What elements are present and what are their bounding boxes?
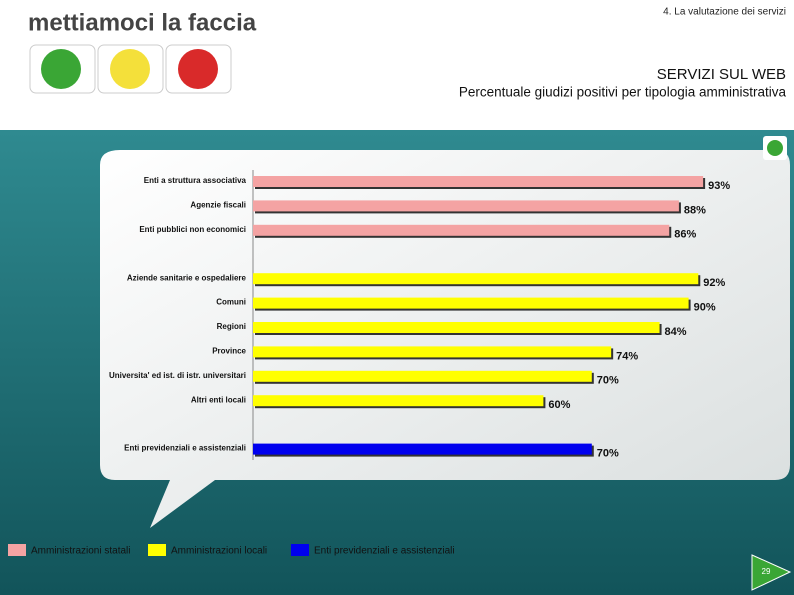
bar bbox=[253, 322, 660, 333]
category-label: Enti pubblici non economici bbox=[139, 225, 246, 234]
bar bbox=[253, 224, 670, 236]
category-label: Aziende sanitarie e ospedaliere bbox=[127, 273, 247, 282]
legend-label: Enti previdenziali e assistenziali bbox=[314, 546, 455, 557]
value-label: 92% bbox=[703, 277, 725, 289]
bar bbox=[253, 200, 679, 212]
legend-swatch bbox=[8, 544, 26, 556]
category-label: Universita' ed ist. di istr. universitar… bbox=[109, 371, 246, 380]
speech-bubble bbox=[100, 150, 790, 528]
value-label: 70% bbox=[597, 448, 619, 460]
page-badge: 29 bbox=[751, 554, 792, 591]
bar bbox=[253, 273, 699, 285]
legend-swatch bbox=[148, 544, 166, 556]
legend-label: Amministrazioni statali bbox=[31, 546, 130, 557]
value-label: 70% bbox=[597, 375, 619, 387]
page-number: 29 bbox=[762, 567, 771, 576]
bar bbox=[253, 370, 592, 382]
category-label: Comuni bbox=[216, 298, 246, 307]
corner-icon bbox=[763, 136, 787, 160]
bar bbox=[253, 395, 544, 407]
bar bbox=[253, 443, 592, 455]
legend-swatch bbox=[291, 544, 309, 556]
period: PERIODO DI RIFERIMENTO: 23 MARZO 2009 – … bbox=[471, 116, 786, 125]
bar bbox=[253, 346, 612, 358]
category-label: Enti previdenziali e assistenziali bbox=[124, 444, 246, 453]
category-label: Regioni bbox=[217, 322, 246, 331]
chart-title: SERVIZI SUL WEB bbox=[657, 66, 786, 83]
face-icons bbox=[29, 44, 232, 94]
value-label: 88% bbox=[684, 204, 706, 216]
legend-label: Amministrazioni locali bbox=[171, 546, 267, 557]
value-label: 60% bbox=[548, 399, 570, 411]
bar bbox=[253, 176, 704, 187]
value-label: 84% bbox=[665, 326, 687, 338]
category-label: Enti a struttura associativa bbox=[144, 176, 247, 185]
value-label: 93% bbox=[708, 180, 730, 192]
value-label: 86% bbox=[674, 229, 696, 241]
logo: mettiamoci la faccia bbox=[28, 9, 257, 36]
value-label: 90% bbox=[694, 302, 716, 314]
value-label: 74% bbox=[616, 350, 638, 362]
bar bbox=[253, 297, 689, 309]
category-label: Altri enti locali bbox=[191, 395, 246, 404]
section-title: 4. La valutazione dei servizi bbox=[663, 7, 786, 18]
chart-subtitle: Percentuale giudizi positivi per tipolog… bbox=[459, 85, 787, 100]
category-label: Agenzie fiscali bbox=[190, 201, 246, 210]
category-label: Province bbox=[212, 347, 246, 356]
